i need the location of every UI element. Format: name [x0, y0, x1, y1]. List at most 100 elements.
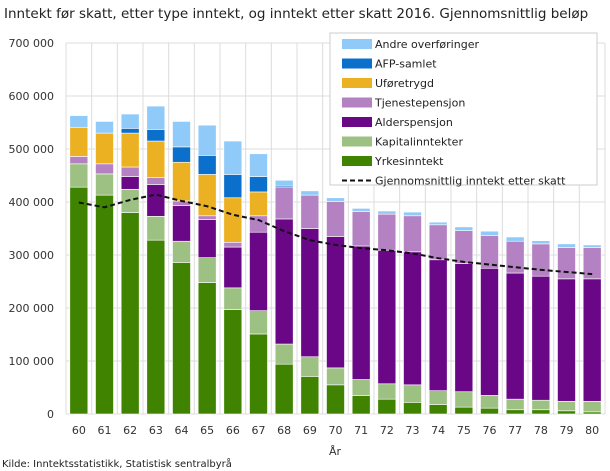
legend: Andre overføringer AFP-samlet Uføretrygd Tj…: [329, 32, 598, 188]
bar-segment-andre-overf-ringer: [274, 179, 294, 187]
legend-swatch: [342, 156, 372, 166]
bar-segment-kapitalinntekter: [172, 240, 191, 263]
bar-segment-afp-samlet: [120, 128, 140, 134]
bar-segment-yrkesinntekt: [377, 398, 397, 415]
bar-segment-alderspensjon: [300, 228, 320, 358]
bar-segment-kapitalinntekter: [377, 383, 397, 400]
bar-segment-andre-overf-ringer: [582, 244, 602, 248]
bar-segment-afp-samlet: [223, 174, 243, 199]
bar-segment-andre-overf-ringer: [172, 121, 191, 148]
bar-segment-andre-overf-ringer: [428, 221, 448, 226]
bar-segment-tjenestepensjon: [480, 235, 499, 269]
bar-segment-tjenestepensjon: [505, 240, 525, 274]
bar-segment-yrkesinntekt: [274, 363, 294, 415]
legend-box: [329, 32, 598, 186]
x-tick-label: 77: [508, 424, 522, 437]
bar-segment-alderspensjon: [172, 205, 191, 242]
line-after-tax-income: [78, 193, 593, 276]
bar-segment-kapitalinntekter: [120, 188, 140, 213]
bar-segment-yrkesinntekt: [120, 212, 140, 415]
legend-swatch: [342, 97, 372, 108]
legend-swatch: [342, 117, 372, 127]
y-tick-label: 0: [47, 408, 54, 421]
bar-segment-uf-retrygd: [146, 140, 166, 178]
bar-segment-tjenestepensjon: [377, 213, 397, 251]
bar-segment-kapitalinntekter: [223, 287, 243, 310]
bar-segment-alderspensjon: [505, 272, 525, 400]
source-note: Kilde: Inntektsstatistikk, Statistisk se…: [2, 457, 232, 470]
bar-segment-tjenestepensjon: [120, 166, 140, 177]
bar-segment-tjenestepensjon: [197, 215, 217, 220]
legend-label: Tjenestepensjon: [374, 97, 465, 110]
bar-segment-yrkesinntekt: [428, 404, 448, 415]
bar-segment-kapitalinntekter: [300, 356, 320, 377]
bar-segment-alderspensjon: [120, 176, 140, 190]
legend-label: Alderspensjon: [375, 116, 453, 129]
y-axis: 0 100 000 200 000 300 000 400 000 500 000 600 …: [9, 37, 55, 421]
bar-segment-alderspensjon: [582, 278, 602, 402]
bar-segment-kapitalinntekter: [582, 400, 602, 413]
bar-segment-yrkesinntekt: [582, 411, 602, 415]
x-tick-label: 72: [380, 424, 394, 437]
bar-segment-andre-overf-ringer: [505, 236, 525, 242]
bar-segment-andre-overf-ringer: [95, 121, 114, 134]
bar-segment-yrkesinntekt: [505, 409, 525, 415]
x-tick-label: 80: [585, 424, 599, 437]
bar-segment-yrkesinntekt: [557, 410, 576, 415]
x-tick-label: 60: [72, 424, 86, 437]
bar-segment-uf-retrygd: [69, 126, 89, 157]
bar-segment-afp-samlet: [172, 146, 191, 163]
y-tick-label: 400 000: [9, 196, 55, 209]
bar-segment-yrkesinntekt: [172, 262, 191, 415]
legend-label: Gjennomsnittlig inntekt etter skatt: [375, 175, 566, 188]
x-tick-label: 62: [123, 424, 137, 437]
bar-segment-uf-retrygd: [223, 197, 243, 243]
bar-segment-alderspensjon: [146, 184, 166, 217]
y-tick-label: 500 000: [9, 143, 55, 156]
x-tick-label: 69: [303, 424, 317, 437]
bar-segment-kapitalinntekter: [69, 163, 89, 188]
bar-segment-kapitalinntekter: [95, 173, 114, 196]
bar-segment-alderspensjon: [249, 231, 268, 311]
bar-segment-yrkesinntekt: [197, 282, 217, 415]
bar-segment-kapitalinntekter: [197, 257, 217, 283]
bar-segment-kapitalinntekter: [428, 390, 448, 405]
bar-segment-alderspensjon: [403, 251, 422, 386]
bar-segment-yrkesinntekt: [403, 402, 422, 415]
bar-segment-kapitalinntekter: [351, 379, 371, 396]
x-tick-label: 75: [457, 424, 471, 437]
bar-segment-kapitalinntekter: [531, 399, 551, 411]
bar-segment-andre-overf-ringer: [326, 197, 345, 202]
bar-segment-yrkesinntekt: [223, 309, 243, 415]
bar-segment-afp-samlet: [146, 129, 166, 142]
x-tick-label: 65: [200, 424, 214, 437]
bar-segment-alderspensjon: [454, 263, 474, 393]
x-tick-label: 67: [252, 424, 266, 437]
legend-label: Kapitalinntekter: [375, 136, 463, 149]
bar-segment-andre-overf-ringer: [480, 230, 499, 236]
chart-title: Inntekt før skatt, etter type inntekt, o…: [4, 6, 588, 22]
x-tick-label: 70: [329, 424, 343, 437]
bar-segment-andre-overf-ringer: [557, 243, 576, 248]
bar-segment-uf-retrygd: [120, 132, 140, 168]
y-tick-label: 200 000: [9, 302, 55, 315]
x-axis: 60 61 62 63 64 65 66 67 68 69 70 71 72 73 74 75 76 77 78 79…: [72, 424, 599, 437]
bar-segment-yrkesinntekt: [95, 194, 114, 415]
bar-segment-andre-overf-ringer: [249, 153, 268, 177]
x-tick-label: 73: [406, 424, 420, 437]
bar-segment-kapitalinntekter: [249, 310, 268, 335]
bar-segment-andre-overf-ringer: [300, 190, 320, 196]
x-tick-label: 71: [354, 424, 368, 437]
x-tick-label: 79: [560, 424, 574, 437]
bar-segment-alderspensjon: [428, 259, 448, 391]
bar-segment-uf-retrygd: [197, 174, 217, 217]
x-tick-label: 68: [277, 424, 291, 437]
x-axis-label: År: [329, 445, 342, 458]
x-tick-label: 76: [483, 424, 497, 437]
after-tax-line: [78, 193, 593, 276]
legend-label: Yrkesinntekt: [374, 155, 444, 168]
bar-segment-yrkesinntekt: [249, 333, 268, 415]
legend-label: Uføretrygd: [375, 77, 434, 90]
x-tick-label: 61: [98, 424, 112, 437]
x-tick-label: 78: [534, 424, 548, 437]
